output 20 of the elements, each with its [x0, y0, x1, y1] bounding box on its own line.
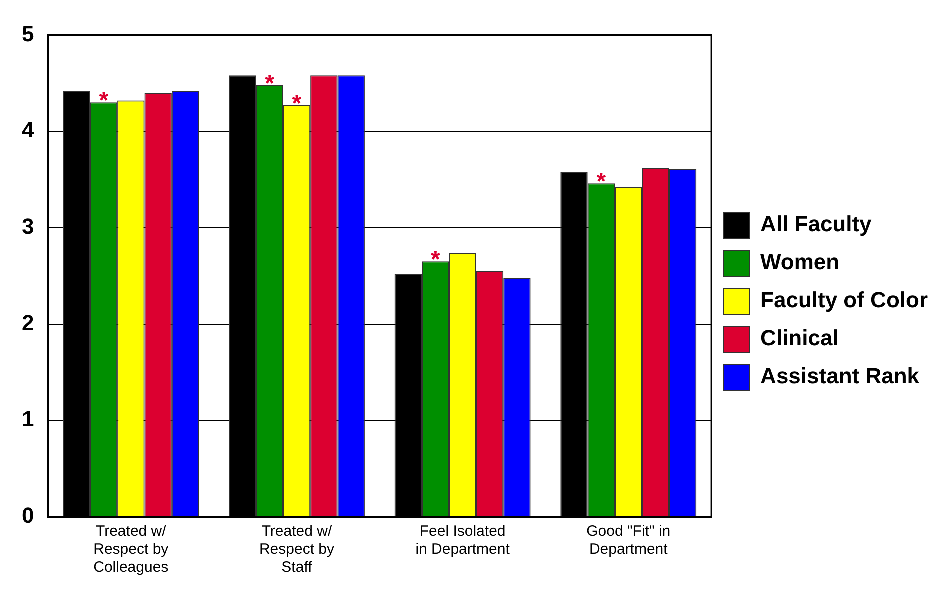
data-label: *: [292, 90, 302, 118]
y-tick-label: 0: [22, 503, 34, 528]
y-tick-label: 5: [22, 21, 34, 46]
y-tick-label: 1: [22, 406, 34, 432]
x-tick-label: Treated w/ Respect by Staff: [259, 523, 335, 576]
x-tick-label: Good "Fit" in Department: [586, 523, 671, 558]
legend-label: All Faculty: [760, 212, 873, 237]
data-label: *: [430, 246, 441, 274]
legend-label: Women: [760, 250, 840, 275]
x-tick-label: Feel Isolated in Department: [416, 523, 511, 558]
y-tick-label: 2: [22, 310, 34, 336]
data-label: *: [596, 168, 607, 196]
data-label: *: [99, 88, 110, 115]
legend-label: Assistant Rank: [760, 364, 920, 389]
y-tick-label: 4: [22, 118, 35, 143]
legend-label: Faculty of Color: [760, 288, 928, 313]
y-tick-label: 3: [22, 214, 34, 239]
legend-label: Clinical: [760, 326, 839, 351]
x-tick-label: Treated w/ Respect by Colleagues: [94, 523, 170, 576]
data-label: *: [265, 70, 276, 98]
